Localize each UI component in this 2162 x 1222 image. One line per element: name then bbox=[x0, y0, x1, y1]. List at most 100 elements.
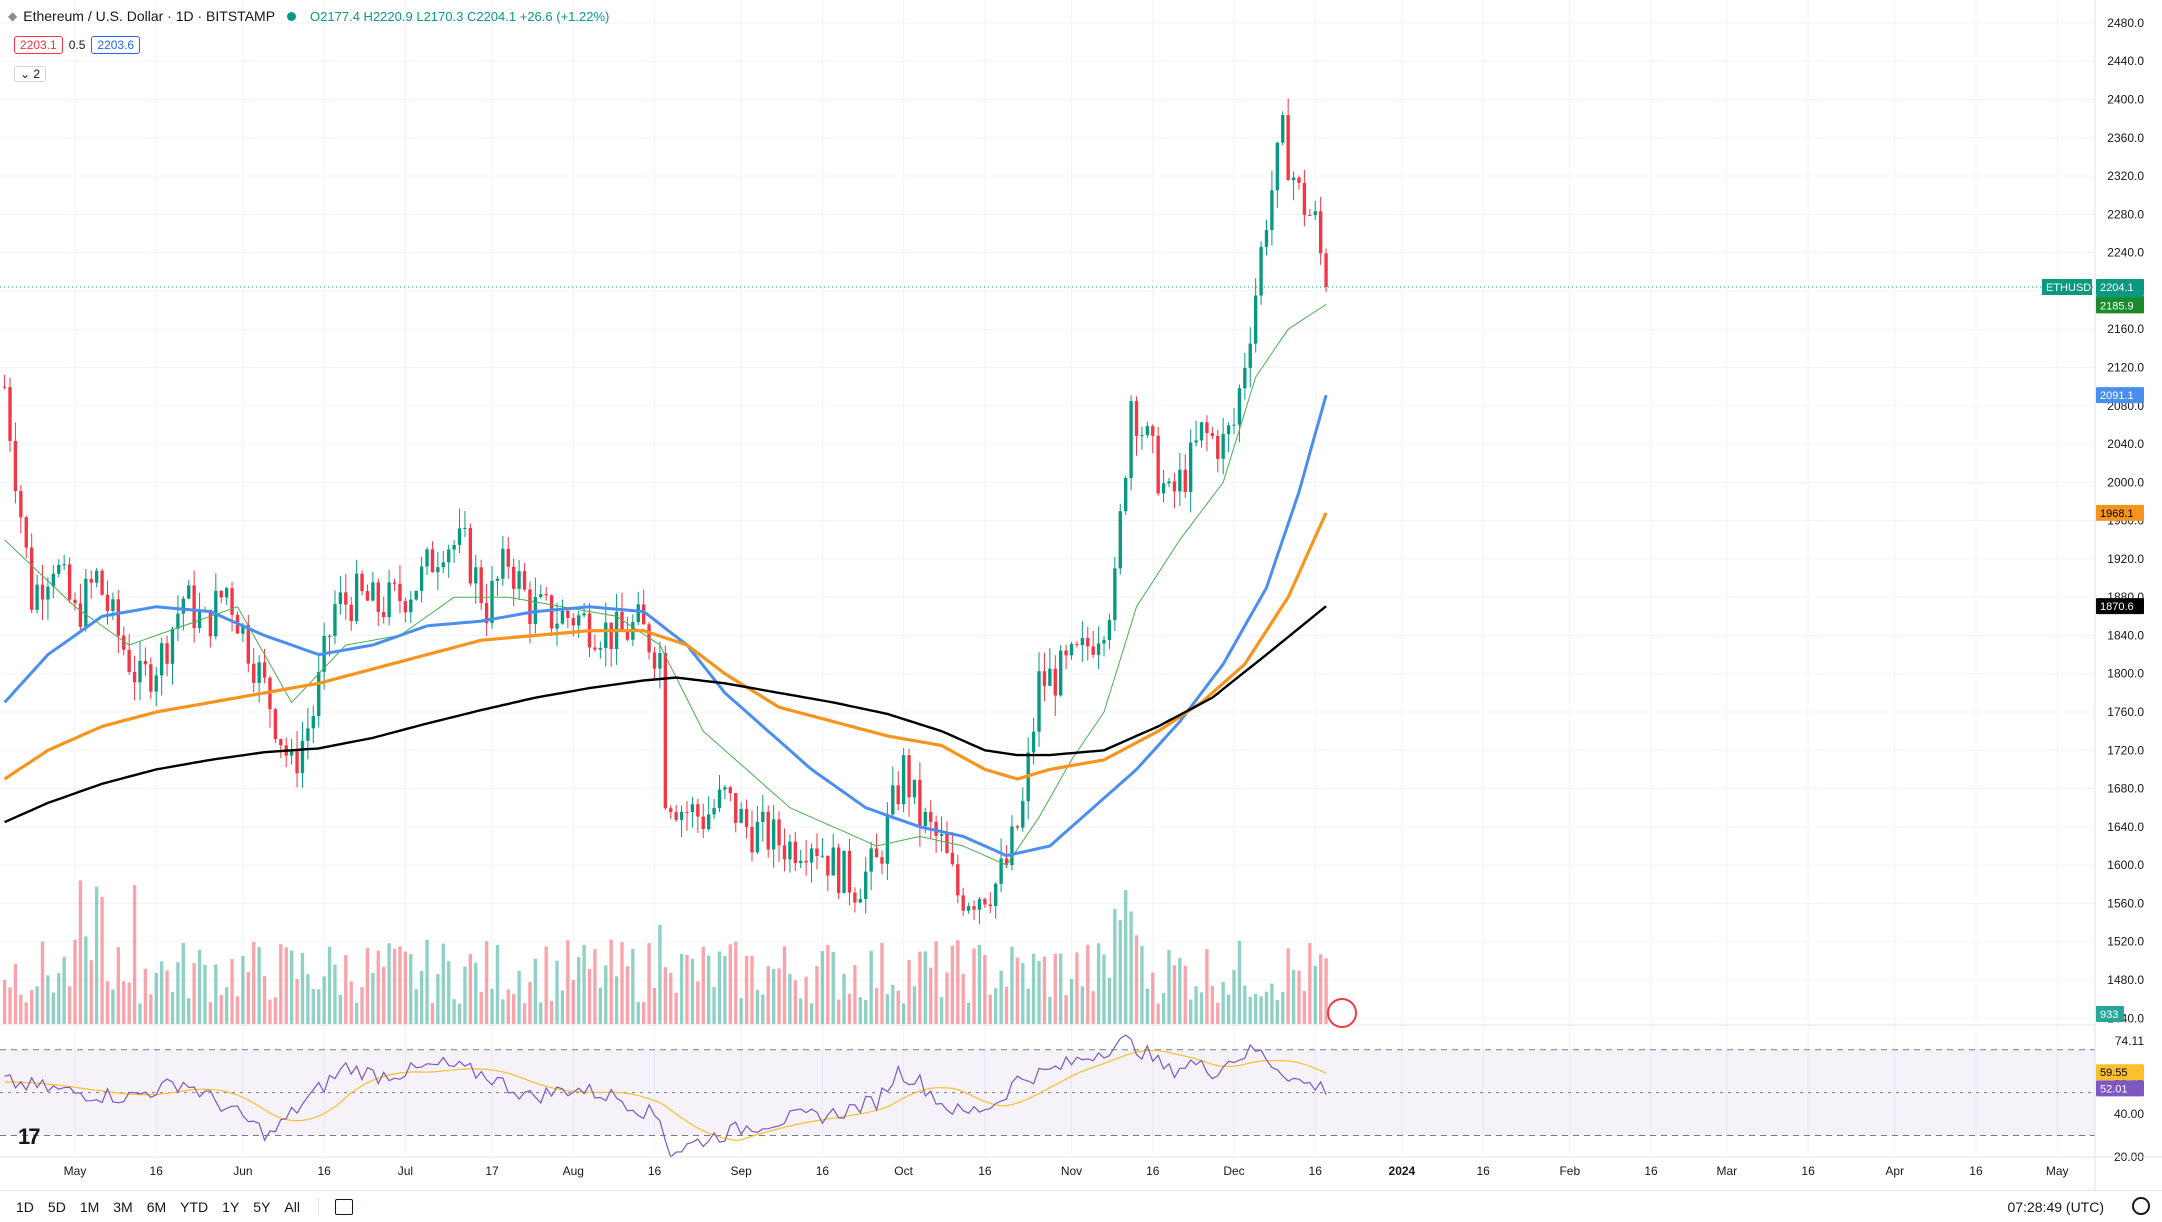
volume-bar bbox=[1004, 986, 1009, 1024]
price-axis-tick: 2400.0 bbox=[2107, 93, 2144, 107]
candle-body bbox=[371, 582, 375, 601]
volume-bar bbox=[994, 988, 998, 1024]
volume-bar bbox=[966, 1002, 971, 1024]
logo-text: 17 bbox=[18, 1124, 41, 1149]
volume-bar bbox=[1167, 950, 1171, 1024]
candle-body bbox=[517, 571, 521, 589]
range-button-5y[interactable]: 5Y bbox=[253, 1198, 271, 1215]
candle-body bbox=[815, 848, 819, 857]
candle-body bbox=[761, 811, 765, 823]
candle-body bbox=[122, 635, 126, 650]
calendar-icon[interactable] bbox=[334, 1198, 353, 1215]
time-axis-label: Jun bbox=[233, 1164, 252, 1178]
candle-body bbox=[300, 740, 305, 774]
volume-bar bbox=[219, 995, 223, 1024]
sell-price-button[interactable]: 2203.1 bbox=[14, 36, 63, 54]
volume-bar bbox=[246, 972, 250, 1024]
volume-bar bbox=[669, 972, 673, 1024]
volume-bar bbox=[1178, 957, 1182, 1024]
sma50-badge: 2091.1 bbox=[2100, 390, 2134, 402]
tradingview-logo[interactable]: 17 bbox=[18, 1124, 41, 1150]
price-axis-tick: 2040.0 bbox=[2107, 437, 2144, 451]
sma20-badge-bg bbox=[2096, 297, 2144, 314]
volume-bar bbox=[506, 989, 510, 1024]
volume-bar bbox=[100, 897, 104, 1024]
candle-body bbox=[479, 567, 483, 604]
volume-bar bbox=[522, 1003, 527, 1024]
range-button-6m[interactable]: 6M bbox=[146, 1198, 167, 1215]
candle-body bbox=[788, 841, 792, 860]
candle-body bbox=[295, 750, 299, 774]
candle-body bbox=[1145, 426, 1150, 435]
volume-bar bbox=[1064, 995, 1068, 1024]
range-button-all[interactable]: All bbox=[284, 1198, 300, 1215]
candle-body bbox=[1151, 426, 1155, 436]
gear-icon[interactable] bbox=[2132, 1197, 2150, 1215]
volume-bar bbox=[945, 972, 949, 1024]
candle-body bbox=[349, 604, 353, 622]
range-button-5d[interactable]: 5D bbox=[47, 1198, 66, 1215]
price-axis-tick: 1680.0 bbox=[2107, 782, 2144, 796]
candle-body bbox=[181, 598, 185, 614]
volume-bar bbox=[636, 1001, 640, 1024]
candle-body bbox=[230, 588, 234, 615]
volume-bar bbox=[1275, 1000, 1280, 1024]
rsi-ma-badge: 59.55 bbox=[2100, 1067, 2128, 1079]
volume-bar bbox=[46, 975, 50, 1024]
volume-bar bbox=[1145, 988, 1150, 1024]
candle-body bbox=[176, 613, 180, 629]
utc-clock[interactable]: 07:28:49 (UTC) bbox=[2007, 1199, 2104, 1215]
buy-price-button[interactable]: 2203.6 bbox=[91, 36, 141, 54]
volume-bar bbox=[1053, 953, 1057, 1024]
candle-body bbox=[1210, 433, 1215, 436]
candle-body bbox=[1178, 469, 1182, 492]
volume-bar bbox=[1270, 983, 1274, 1024]
volume-bar bbox=[1221, 981, 1225, 1024]
candle-body bbox=[1188, 442, 1193, 492]
candle-body bbox=[864, 871, 868, 899]
candle-body bbox=[105, 594, 110, 611]
range-button-3m[interactable]: 3M bbox=[113, 1198, 133, 1215]
volume-bar bbox=[961, 973, 965, 1024]
candle-body bbox=[696, 804, 700, 817]
time-axis-label: 2024 bbox=[1389, 1164, 1416, 1178]
volume-bar bbox=[641, 1002, 646, 1024]
range-button-1d[interactable]: 1D bbox=[16, 1198, 34, 1215]
candle-body bbox=[1291, 177, 1296, 181]
volume-bar bbox=[674, 992, 678, 1024]
volume-bar bbox=[956, 940, 960, 1024]
candle-body bbox=[1259, 246, 1263, 296]
candle-body bbox=[57, 565, 61, 574]
candle-body bbox=[858, 898, 862, 903]
volume-bar bbox=[1021, 963, 1025, 1024]
candle-body bbox=[1318, 211, 1323, 254]
volume-bar bbox=[409, 954, 413, 1024]
volume-bar bbox=[1199, 992, 1204, 1024]
volume-bar bbox=[414, 988, 418, 1024]
range-button-1y[interactable]: 1Y bbox=[222, 1198, 240, 1215]
candle-body bbox=[403, 601, 408, 613]
volume-bar bbox=[398, 946, 402, 1024]
high-value: 2220.9 bbox=[372, 8, 413, 24]
volume-bar bbox=[587, 969, 592, 1024]
volume-bar bbox=[771, 969, 776, 1024]
range-button-ytd[interactable]: YTD bbox=[180, 1198, 209, 1215]
volume-bar bbox=[1210, 985, 1215, 1024]
candle-body bbox=[593, 647, 597, 650]
candle-body bbox=[398, 583, 402, 602]
volume-bar bbox=[203, 964, 207, 1024]
indicators-collapse-button[interactable]: ⌄ 2 bbox=[14, 66, 47, 82]
close-value: 2204.1 bbox=[476, 8, 517, 24]
range-button-1m[interactable]: 1M bbox=[79, 1198, 100, 1215]
symbol-title[interactable]: Ethereum / U.S. Dollar · 1D · BITSTAMP bbox=[23, 8, 276, 24]
candle-body bbox=[338, 592, 343, 605]
candle-body bbox=[495, 578, 500, 581]
volume-bar bbox=[8, 987, 12, 1024]
volume-bar bbox=[430, 1002, 435, 1024]
candle-body bbox=[1281, 115, 1285, 143]
symbol-header: ◆ Ethereum / U.S. Dollar · 1D · BITSTAMP… bbox=[8, 8, 609, 24]
volume-bar bbox=[1172, 965, 1177, 1024]
volume-bar bbox=[777, 968, 781, 1024]
candle-body bbox=[1248, 343, 1252, 368]
